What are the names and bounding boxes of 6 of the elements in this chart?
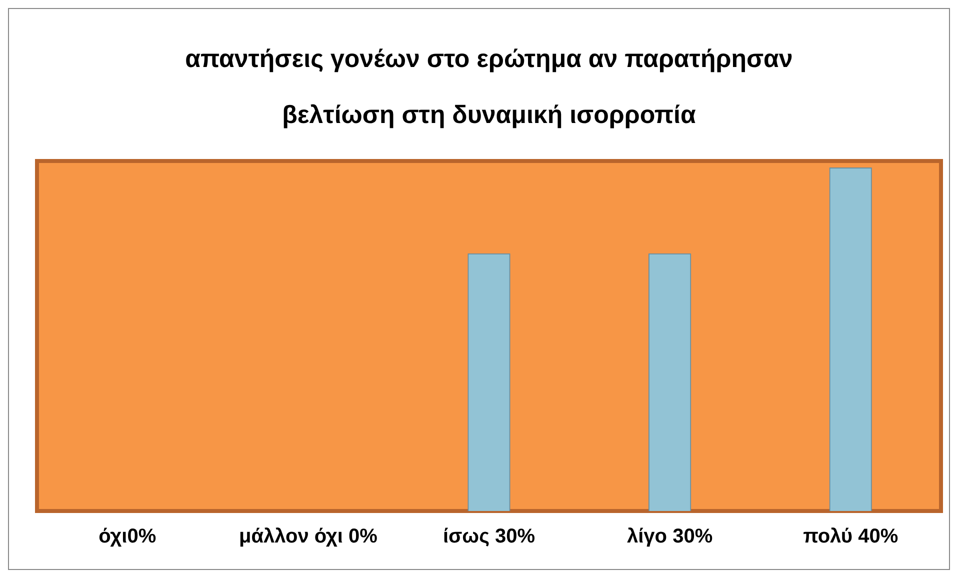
x-tick-label: λίγο 30% [626, 526, 713, 548]
chart-title: απαντήσεις γονέων στο ερώτημα αν παρατήρησαν βελτίωση στη δυναμική ισορροπία [184, 44, 794, 131]
x-tick-label: πολύ 40% [803, 526, 898, 548]
x-tick-label: μάλλον όχι 0% [238, 526, 378, 548]
x-tick-label: ίσως 30% [442, 526, 536, 548]
x-tick-label: όχι0% [98, 526, 156, 548]
